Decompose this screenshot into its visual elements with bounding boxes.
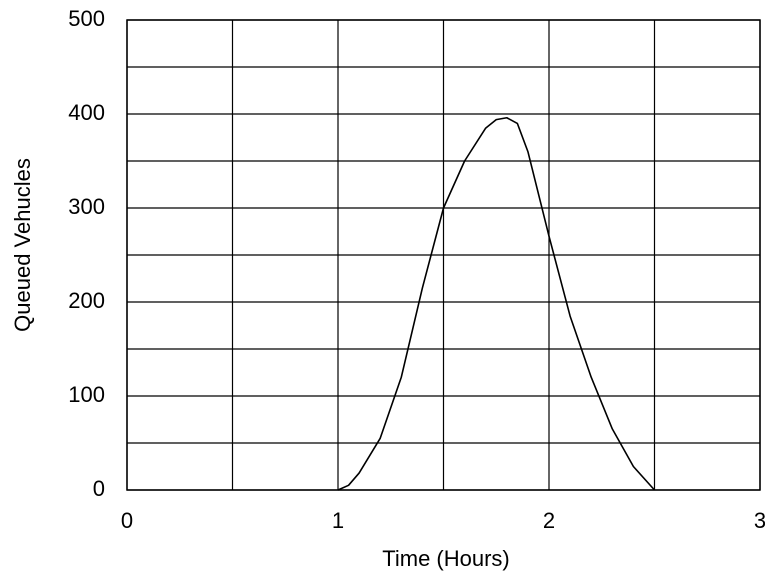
x-axis-label: Time (Hours) (382, 546, 510, 571)
y-tick-label: 500 (68, 6, 105, 31)
y-tick-label: 100 (68, 382, 105, 407)
y-tick-label: 400 (68, 100, 105, 125)
x-tick-label: 1 (332, 508, 344, 533)
x-tick-label: 0 (121, 508, 133, 533)
y-tick-label: 300 (68, 194, 105, 219)
y-tick-label: 200 (68, 288, 105, 313)
y-tick-label: 0 (93, 476, 105, 501)
data-line (337, 116, 656, 491)
y-axis-label: Queued Vehucles (10, 158, 35, 332)
x-tick-label: 3 (754, 508, 765, 533)
x-tick-label: 2 (543, 508, 555, 533)
